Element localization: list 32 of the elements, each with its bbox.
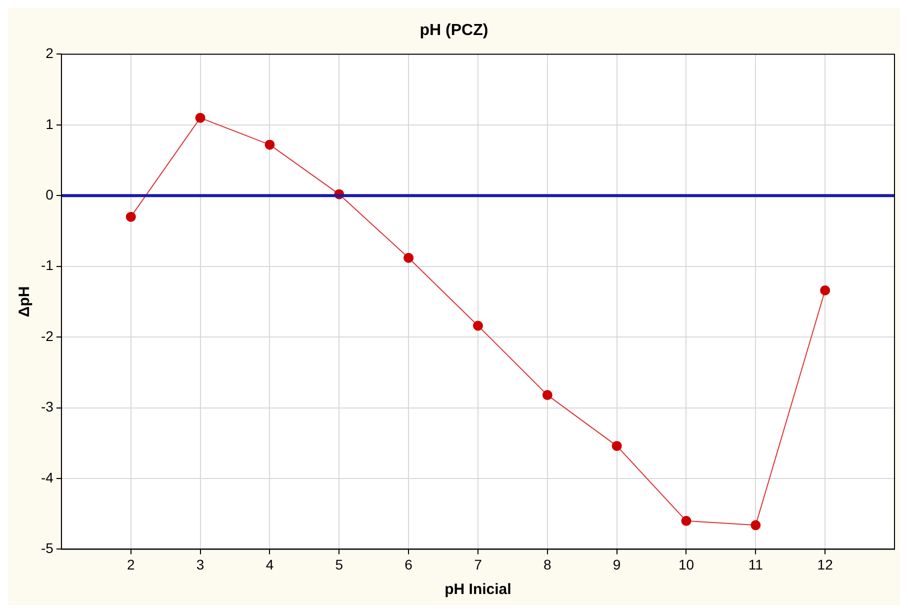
y-tick-label: -1 xyxy=(40,257,54,274)
point xyxy=(195,112,206,123)
x-tick-label: 9 xyxy=(612,556,621,572)
y-tick-label: 2 xyxy=(46,45,54,62)
point xyxy=(542,390,552,400)
point xyxy=(820,285,830,296)
y-tick-label: -2 xyxy=(40,328,54,344)
point xyxy=(126,212,136,222)
point xyxy=(404,252,414,263)
x-tick-label: 5 xyxy=(335,556,344,572)
x-tick-label: 6 xyxy=(404,556,413,572)
x-tick-label: 10 xyxy=(678,556,694,572)
point xyxy=(472,320,483,331)
point xyxy=(264,140,275,150)
x-tick-label: 4 xyxy=(266,556,274,572)
y-axis-title: ΔpH xyxy=(16,286,34,318)
y-tick-label: -4 xyxy=(40,469,54,486)
x-tick-label: 11 xyxy=(748,556,764,572)
x-tick-label: 3 xyxy=(196,556,204,572)
y-tick-label: -3 xyxy=(40,398,54,415)
x-axis-title: pH Inicial xyxy=(444,581,512,598)
point xyxy=(750,520,761,530)
x-tick-label: 8 xyxy=(543,556,552,572)
y-tick-label: 0 xyxy=(46,186,54,202)
point xyxy=(681,516,692,526)
chart-title: pH (PCZ) xyxy=(420,22,488,40)
x-tick-label: 2 xyxy=(126,556,135,572)
x-tick-label: 7 xyxy=(474,556,482,572)
point xyxy=(612,440,622,451)
x-tick-label: 12 xyxy=(817,556,834,572)
y-tick-label: -5 xyxy=(40,540,54,556)
y-tick-label: 1 xyxy=(46,116,54,132)
